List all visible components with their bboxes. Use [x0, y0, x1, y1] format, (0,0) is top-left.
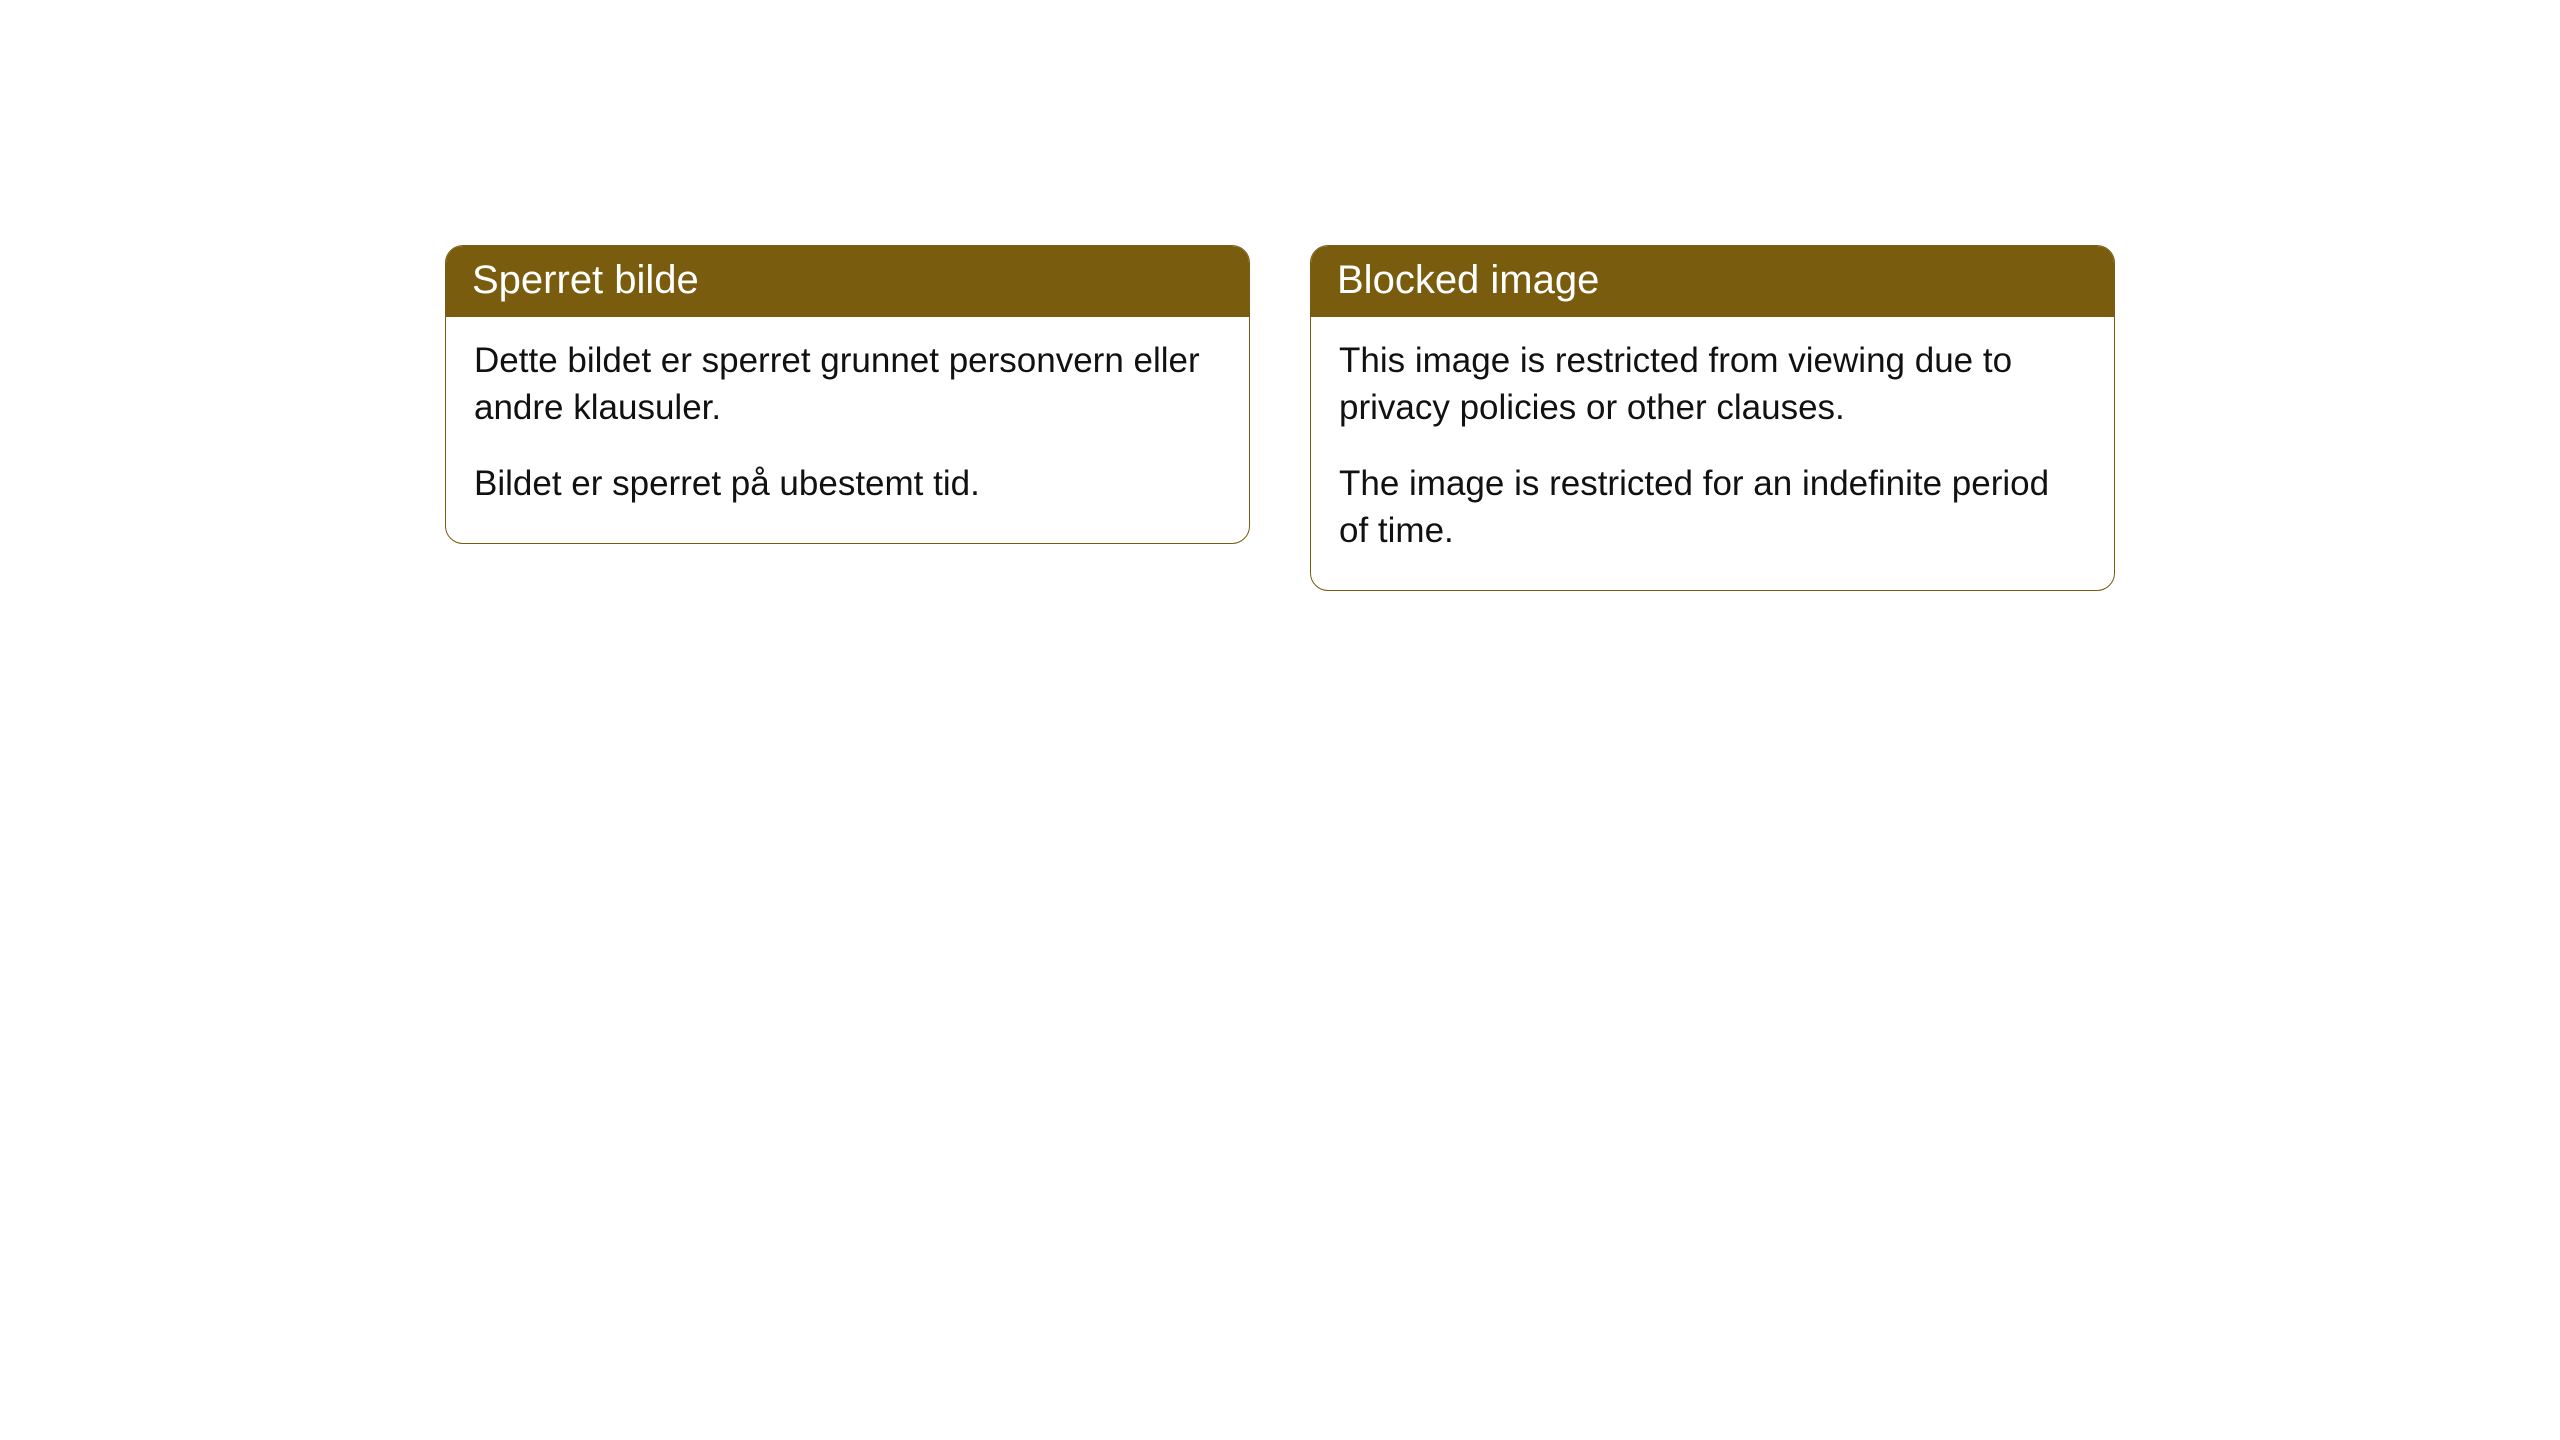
card-paragraph-2: Bildet er sperret på ubestemt tid. — [474, 460, 1221, 507]
card-paragraph-1: This image is restricted from viewing du… — [1339, 337, 2086, 432]
blocked-image-card-english: Blocked image This image is restricted f… — [1310, 245, 2115, 591]
card-paragraph-1: Dette bildet er sperret grunnet personve… — [474, 337, 1221, 432]
blocked-image-card-norwegian: Sperret bilde Dette bildet er sperret gr… — [445, 245, 1250, 544]
card-title: Sperret bilde — [446, 246, 1249, 317]
card-body: Dette bildet er sperret grunnet personve… — [446, 317, 1249, 543]
card-title: Blocked image — [1311, 246, 2114, 317]
card-paragraph-2: The image is restricted for an indefinit… — [1339, 460, 2086, 555]
card-body: This image is restricted from viewing du… — [1311, 317, 2114, 590]
